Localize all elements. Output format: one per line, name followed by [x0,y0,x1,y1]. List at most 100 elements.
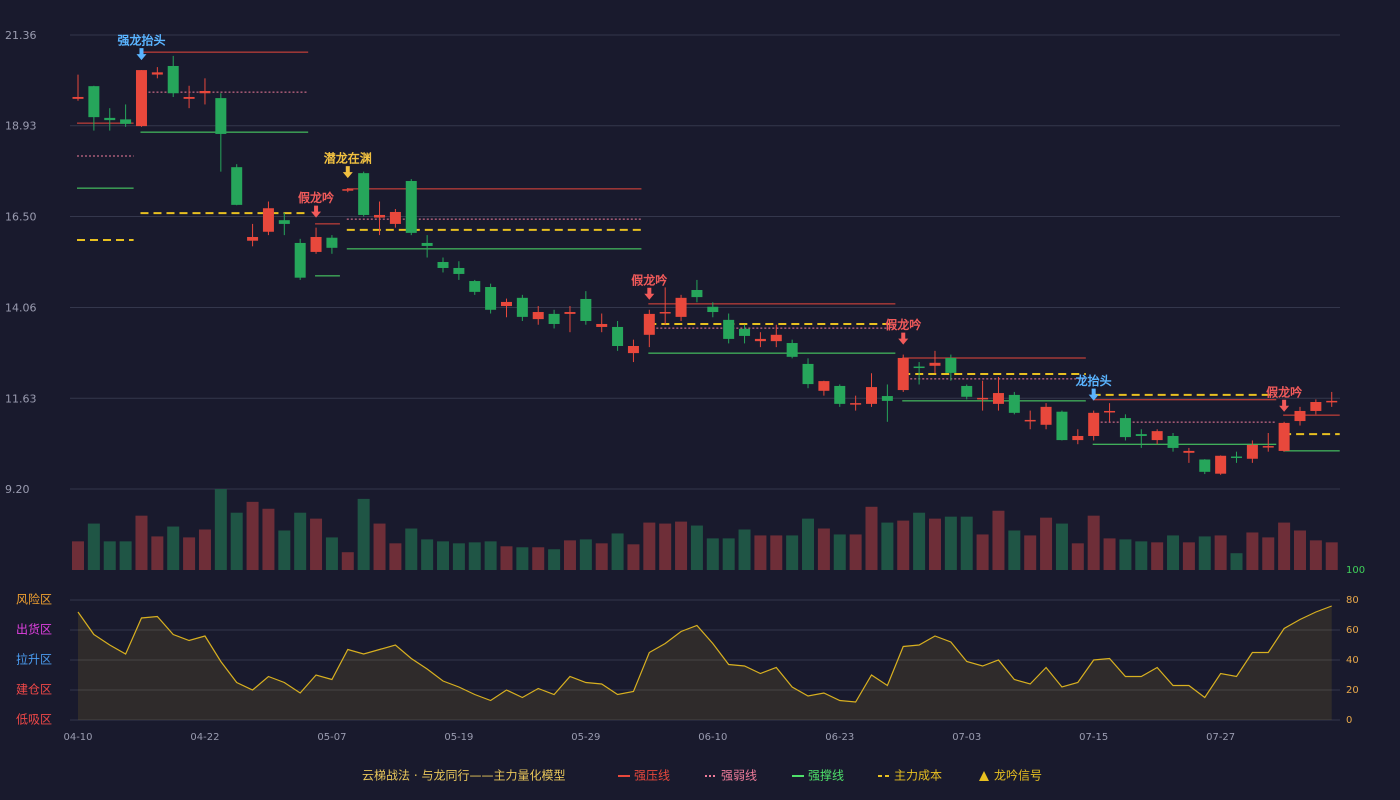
volume-bar [548,549,561,570]
candle-body [754,338,766,342]
y2-tick-label: 100 [1346,565,1365,576]
candle-body [992,393,1004,404]
y-tick-label: 9.20 [5,483,30,496]
volume-bar [1071,543,1084,570]
volume-bar [643,522,656,570]
legend-swatch [979,771,989,781]
candle-body [1231,456,1243,459]
volume-bar [1278,522,1291,570]
volume-bar [992,510,1005,570]
volume-bar [1182,542,1195,570]
signal-arrow [136,48,147,61]
volume-bar [849,534,862,570]
volume-bar [881,522,894,570]
volume-bar [325,537,338,570]
volume-bar [611,533,624,570]
y2-tick-label: 20 [1346,685,1359,696]
candle-body [247,236,259,241]
candle-body [596,323,608,327]
candle-body [278,220,290,224]
candle-body [691,290,703,298]
x-tick-label: 06-23 [825,732,854,743]
x-tick-label: 07-03 [952,732,981,743]
y2-tick-label: 0 [1346,715,1352,726]
volume-bar [897,520,910,570]
candle-body [405,180,417,233]
signal-arrow [1279,399,1290,412]
volume-bar [278,530,291,570]
volume-bar [294,512,307,570]
signal-arrow [644,287,655,300]
legend-label: 强压线 [634,769,670,783]
y-tick-label: 18.93 [5,120,37,133]
signal-arrow [1088,388,1099,401]
candle-body [1262,446,1274,448]
volume-bar [1214,535,1227,570]
candle-body [977,397,989,400]
candle-body [1056,411,1068,441]
volume-bar [341,552,354,570]
candle-body [1183,450,1195,453]
volume-bar [516,547,529,570]
volume-bar [738,529,751,570]
volume-bar [563,540,576,570]
volume-bar [1103,538,1116,570]
candle-body [1040,406,1052,425]
candle-body [818,381,830,391]
signal-label: 假龙吟 [1266,384,1302,399]
candle-body [469,281,481,292]
x-tick-label: 05-29 [571,732,600,743]
candle-body [1008,394,1020,413]
volume-bar [1198,536,1211,570]
x-tick-label: 06-10 [698,732,727,743]
volume-bar [135,515,148,570]
candle-body [897,357,909,391]
candle-body [199,91,211,94]
candle-body [945,357,957,373]
y2-tick-label: 40 [1346,655,1359,666]
candle-body [1215,455,1227,474]
volume-bar [865,506,878,570]
candle-body [1278,422,1290,451]
candle-body [1199,459,1211,472]
candle-body [310,236,322,252]
volume-bar [103,541,116,570]
signal-label: 假龙吟 [885,317,921,332]
y-tick-label: 14.06 [5,302,37,315]
legend-label: 龙吟信号 [994,768,1042,783]
candle-body [1119,418,1131,438]
candle-body [151,72,163,75]
candle-body [913,366,925,369]
zone-label: 低吸区 [16,713,52,727]
y-tick-label: 16.50 [5,210,37,223]
volume-bar [262,508,275,570]
candle-body [850,403,862,405]
signal-arrow [311,205,322,218]
candle-body [72,96,84,99]
volume-bar [72,541,84,570]
legend-label: 主力成本 [894,769,942,783]
candle-body [167,65,179,94]
volume-bar [802,518,815,570]
candle-body [183,96,195,99]
volume-bar [405,528,418,570]
volume-bar [1262,537,1275,570]
volume-bar [310,518,323,570]
candle-body [326,237,338,248]
volume-bar [532,547,545,570]
legend-title: 云梯战法 · 与龙同行——主力量化模型 [362,769,565,783]
signal-arrow [342,166,353,179]
volume-bar [87,523,100,570]
volume-bar [754,535,767,570]
volume-bar [1024,535,1037,570]
volume-bar [246,501,259,570]
candle-body [88,86,100,118]
volume-bar [928,518,941,570]
volume-bar [627,544,640,570]
candle-body [612,326,624,347]
legend-label: 强撑线 [808,768,844,783]
volume-bar [706,538,719,570]
candle-body [1310,402,1322,411]
volume-bar [119,541,132,570]
zone-label: 风险区 [16,592,52,607]
